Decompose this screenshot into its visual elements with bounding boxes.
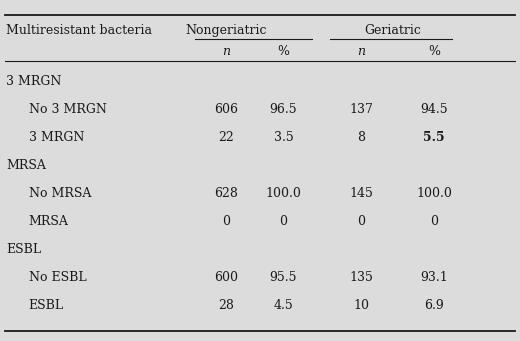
- Text: 3 MRGN: 3 MRGN: [6, 75, 61, 88]
- Text: n: n: [222, 45, 230, 58]
- Text: 8: 8: [357, 131, 366, 144]
- Text: ESBL: ESBL: [29, 299, 64, 312]
- Text: No ESBL: No ESBL: [29, 271, 86, 284]
- Text: 28: 28: [218, 299, 234, 312]
- Text: 6.9: 6.9: [424, 299, 444, 312]
- Text: 100.0: 100.0: [266, 187, 301, 200]
- Text: 0: 0: [430, 215, 438, 228]
- Text: 5.5: 5.5: [423, 131, 445, 144]
- Text: 4.5: 4.5: [274, 299, 293, 312]
- Text: %: %: [277, 45, 290, 58]
- Text: 3.5: 3.5: [274, 131, 293, 144]
- Text: 93.1: 93.1: [420, 271, 448, 284]
- Text: 145: 145: [349, 187, 373, 200]
- Text: 0: 0: [357, 215, 366, 228]
- Text: 94.5: 94.5: [420, 103, 448, 116]
- Text: No MRSA: No MRSA: [29, 187, 91, 200]
- Text: 137: 137: [349, 103, 373, 116]
- Text: 3 MRGN: 3 MRGN: [29, 131, 84, 144]
- Text: MRSA: MRSA: [6, 159, 46, 172]
- Text: Multiresistant bacteria: Multiresistant bacteria: [6, 24, 152, 37]
- Text: n: n: [357, 45, 366, 58]
- Text: Nongeriatric: Nongeriatric: [186, 24, 267, 37]
- Text: 0: 0: [279, 215, 288, 228]
- Text: 10: 10: [354, 299, 369, 312]
- Text: ESBL: ESBL: [6, 243, 42, 256]
- Text: 22: 22: [218, 131, 234, 144]
- Text: No 3 MRGN: No 3 MRGN: [29, 103, 107, 116]
- Text: 606: 606: [214, 103, 238, 116]
- Text: 96.5: 96.5: [269, 103, 297, 116]
- Text: MRSA: MRSA: [29, 215, 69, 228]
- Text: 100.0: 100.0: [417, 187, 452, 200]
- Text: %: %: [428, 45, 440, 58]
- Text: 0: 0: [222, 215, 230, 228]
- Text: 628: 628: [214, 187, 238, 200]
- Text: 600: 600: [214, 271, 238, 284]
- Text: 95.5: 95.5: [270, 271, 297, 284]
- Text: 135: 135: [349, 271, 373, 284]
- Text: Geriatric: Geriatric: [364, 24, 421, 37]
